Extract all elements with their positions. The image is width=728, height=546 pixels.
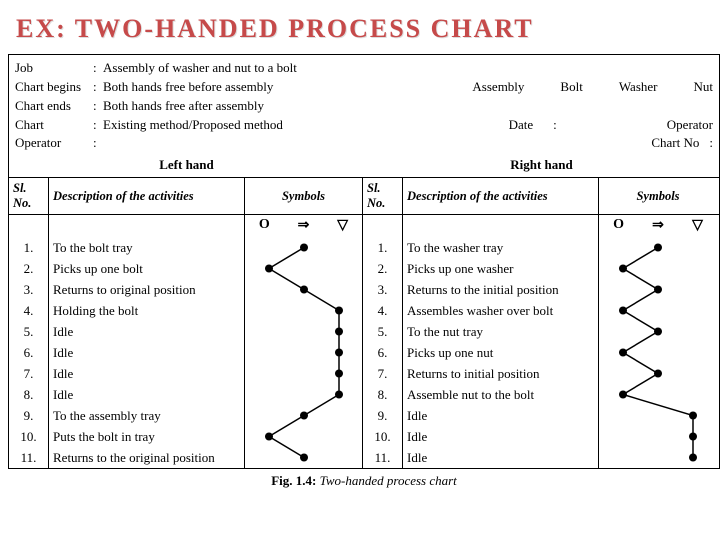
job-value: Assembly of washer and nut to a bolt [103, 59, 713, 78]
ends-label: Chart ends [15, 97, 93, 116]
begins-value: Both hands free before assembly [103, 78, 472, 97]
hdr-desc-r: Description of the activities [403, 178, 599, 214]
left-symbol-header: O ⇒ ▽ [245, 217, 362, 234]
chart-container: Job : Assembly of washer and nut to a bo… [8, 54, 720, 469]
symbol-o: O [613, 217, 624, 234]
right-symbol-header: O ⇒ ▽ [599, 217, 717, 234]
info-block: Job : Assembly of washer and nut to a bo… [9, 55, 719, 155]
hdr-desc-l: Description of the activities [49, 178, 245, 214]
job-label: Job [15, 59, 93, 78]
chart-no: Chart No: [651, 134, 713, 153]
right-sl-col: 1.2.3.4.5.6.7.8.9.10.11. [363, 215, 403, 468]
right-path-svg [599, 237, 717, 468]
operator-label: Operator [15, 134, 93, 153]
chart-body: 1.2.3.4.5.6.7.8.9.10.11. To the bolt tra… [9, 215, 719, 468]
begins-label: Chart begins [15, 78, 93, 97]
symbol-triangle: ▽ [337, 217, 348, 234]
left-hand-label: Left hand [9, 157, 364, 173]
right-hand-label: Right hand [364, 157, 719, 173]
left-path-svg [245, 237, 363, 468]
symbol-o: O [259, 217, 270, 234]
page-title: EX: TWO-HANDED PROCESS CHART [0, 0, 728, 54]
left-sl-col: 1.2.3.4.5.6.7.8.9.10.11. [9, 215, 49, 468]
hdr-sl-l: Sl. No. [9, 178, 49, 214]
symbol-triangle: ▽ [692, 217, 703, 234]
figure-caption: Fig. 1.4: Two-handed process chart [0, 469, 728, 491]
ends-value: Both hands free after assembly [103, 97, 713, 116]
symbol-arrow: ⇒ [298, 217, 310, 234]
column-headers: Sl. No. Description of the activities Sy… [9, 177, 719, 215]
hands-header: Left hand Right hand [9, 155, 719, 177]
chart-value: Existing method/Proposed method [103, 116, 509, 135]
assembly-parts: Assembly Bolt Washer Nut [472, 78, 713, 97]
right-desc-col: To the washer trayPicks up one washerRet… [403, 215, 599, 468]
right-symbol-col: O ⇒ ▽ [599, 215, 717, 468]
hdr-sl-r: Sl. No. [363, 178, 403, 214]
symbol-arrow: ⇒ [652, 217, 664, 234]
hdr-sym-l: Symbols [245, 178, 363, 214]
left-symbol-col: O ⇒ ▽ [245, 215, 363, 468]
date-operator: Date: Operator [509, 116, 713, 135]
hdr-sym-r: Symbols [599, 178, 717, 214]
left-desc-col: To the bolt trayPicks up one boltReturns… [49, 215, 245, 468]
chart-label: Chart [15, 116, 93, 135]
